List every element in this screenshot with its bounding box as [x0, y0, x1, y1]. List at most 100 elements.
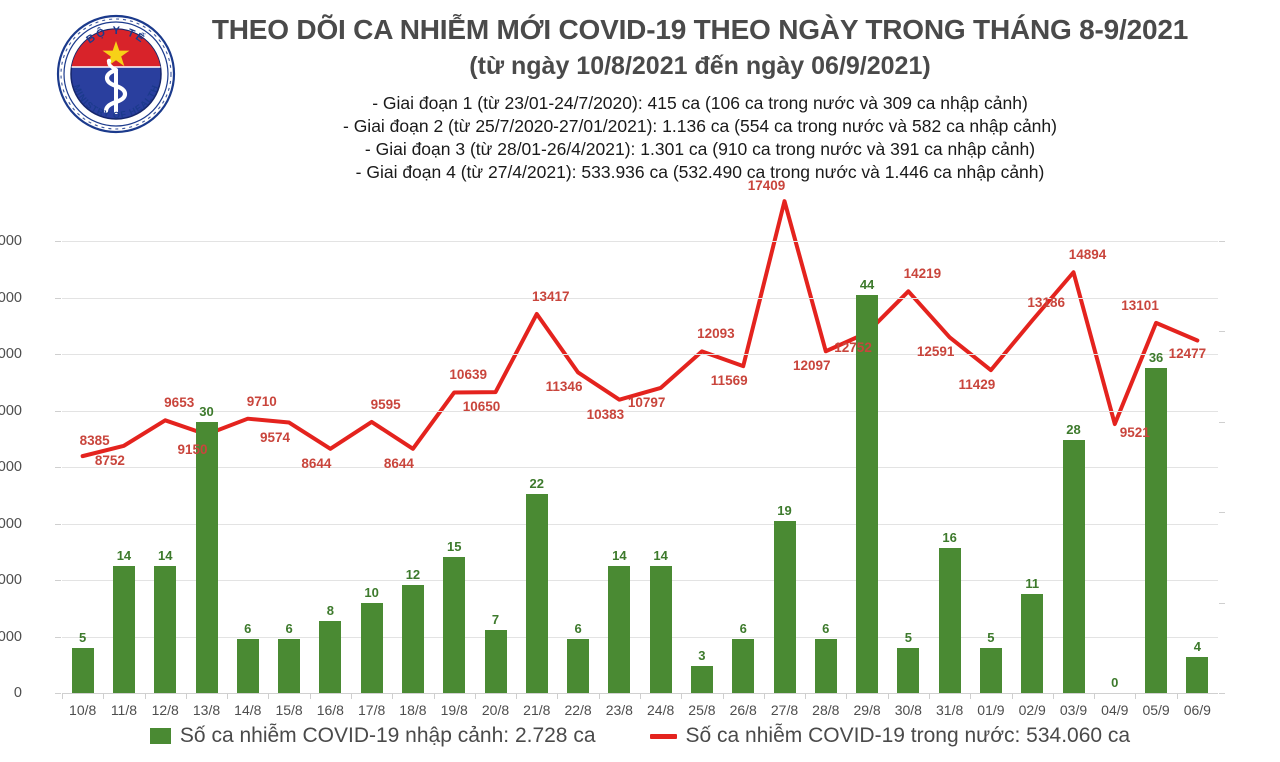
x-axis-tick-label: 10/8	[69, 702, 97, 718]
y-axis-right-tickmark	[1219, 331, 1225, 333]
y-axis-left-tickmark	[55, 636, 61, 638]
line-value-label: 11569	[710, 373, 748, 389]
y-axis-left-tick-label: 4000	[0, 572, 22, 588]
line-value-label: 11346	[545, 379, 583, 395]
legend-bar-swatch-icon	[149, 728, 171, 744]
x-axis-tick-label: 27/8	[770, 702, 799, 718]
bar-value-label: 6	[244, 620, 252, 636]
x-axis-tick-label: 29/8	[853, 702, 881, 718]
y-axis-left-tick-label: 12000	[0, 346, 22, 362]
x-axis-tickmark	[887, 693, 889, 699]
x-axis-tick-label: 17/8	[358, 702, 386, 718]
x-axis-tickmark	[1052, 693, 1054, 699]
x-axis-tickmark	[227, 693, 229, 699]
bar-imported-cases	[195, 421, 218, 693]
bar-value-label: 14	[157, 548, 173, 564]
line-value-label: 9710	[246, 393, 277, 409]
line-value-label: 14894	[1068, 247, 1107, 263]
bar-value-label: 5	[987, 629, 995, 645]
x-axis-tickmark	[392, 693, 394, 699]
title-block: THEO DÕI CA NHIỄM MỚI COVID-19 THEO NGÀY…	[190, 12, 1210, 83]
line-value-label: 10639	[449, 367, 487, 383]
line-value-label: 12477	[1168, 345, 1207, 361]
x-axis-tickmark	[681, 693, 683, 699]
x-axis-tickmark	[1011, 693, 1013, 699]
gridline	[62, 297, 1218, 299]
bar-imported-cases	[525, 494, 548, 693]
chart-canvas: 0 2000 4000 6000 8000 10000 12000 14000 16000 0 10…	[0, 179, 1280, 762]
bar-imported-cases	[112, 566, 135, 693]
bar-value-label: 14	[116, 548, 132, 564]
bar-value-label: 6	[739, 620, 747, 636]
x-axis-tick-label: 18/8	[399, 702, 427, 718]
x-axis-tickmark	[474, 693, 476, 699]
bar-imported-cases	[278, 638, 301, 693]
bar-imported-cases	[1021, 593, 1044, 693]
x-axis-tick-label: 14/8	[234, 702, 262, 718]
legend-domestic-label: Số ca nhiễm COVID-19 trong nước: 534.060…	[685, 724, 1131, 747]
x-axis-tick-label: 19/8	[440, 702, 468, 718]
phase-line-2: - Giai đoạn 2 (từ 25/7/2020-27/01/2021):…	[343, 116, 1057, 136]
line-value-label: 10797	[627, 394, 666, 410]
line-value-label: 10650	[462, 399, 501, 415]
y-axis-right-tickmark	[1219, 421, 1225, 423]
x-axis-tick-label: 26/8	[729, 702, 757, 718]
x-axis-tick-label: 15/8	[275, 702, 303, 718]
bar-imported-cases	[71, 647, 94, 693]
x-axis-tick-label: 02/9	[1018, 702, 1046, 718]
x-axis-tick-label: 24/8	[647, 702, 675, 718]
x-axis-tickmark	[557, 693, 559, 699]
line-value-label: 9574	[260, 429, 291, 445]
x-axis-tick-label: 12/8	[151, 702, 179, 718]
bar-value-label: 14	[612, 548, 627, 564]
y-axis-left-tickmark	[55, 410, 61, 412]
chart-header: BỘ Y TẾ MINISTRY OF HEALTH THEO DÕI CA N…	[0, 0, 1280, 200]
bar-imported-cases	[773, 521, 796, 693]
line-value-label: 8644	[383, 455, 414, 471]
x-axis-tick-label: 03/9	[1059, 702, 1088, 718]
y-axis-left-tickmark	[55, 523, 61, 525]
bar-imported-cases	[690, 665, 713, 693]
x-axis-tick-label: 13/8	[192, 702, 221, 718]
x-axis-tickmark	[144, 693, 146, 699]
y-axis-right-tickmark	[1219, 602, 1225, 604]
phase-summary-list: - Giai đoạn 1 (từ 23/01-24/7/2020): 415 …	[190, 92, 1210, 184]
x-axis-tickmark	[640, 693, 641, 699]
gridline	[62, 467, 1218, 468]
gridline	[62, 354, 1218, 355]
y-axis-left-tick-label: 0	[13, 685, 22, 701]
gridline	[62, 410, 1218, 412]
y-axis-left-tick-label: 6000	[0, 515, 22, 532]
x-axis-tickmark	[970, 693, 972, 699]
x-axis-tick-label: 20/8	[481, 702, 510, 718]
bar-value-label: 8	[326, 602, 334, 618]
x-axis-tick-label: 23/8	[605, 702, 633, 718]
bar-imported-cases	[1062, 439, 1085, 693]
line-value-label: 12093	[697, 326, 735, 342]
x-axis-tick-label: 25/8	[688, 702, 716, 718]
bar-imported-cases	[319, 620, 342, 693]
x-axis-tickmark	[846, 693, 848, 699]
x-axis-tick-label: 31/8	[936, 702, 964, 718]
bar-value-label: 6	[574, 620, 582, 636]
bar-imported-cases	[608, 566, 631, 693]
x-axis-tick-label: 28/8	[812, 702, 840, 718]
bar-imported-cases	[856, 295, 879, 693]
x-axis-tickmark	[351, 693, 352, 699]
bar-value-label: 0	[1111, 675, 1119, 690]
x-axis-tickmark	[1135, 693, 1137, 699]
y-axis-left-tickmark	[55, 297, 61, 299]
legend-imported-label: Số ca nhiễm COVID-19 nhập cảnh: 2.728 ca	[179, 724, 596, 747]
legend-item-domestic: Số ca nhiễm COVID-19 trong nước: 534.060…	[649, 724, 1131, 748]
y-axis-right-tickmark	[1219, 512, 1225, 514]
bar-value-label: 15	[446, 539, 462, 555]
bar-value-label: 3	[698, 647, 706, 663]
page-subtitle: (từ ngày 10/8/2021 đến ngày 06/9/2021)	[469, 52, 931, 80]
bar-value-label: 28	[1066, 421, 1081, 437]
bar-imported-cases	[938, 548, 961, 693]
x-axis-tickmark	[185, 693, 187, 699]
chart-legend: Số ca nhiễm COVID-19 nhập cảnh: 2.728 ca…	[0, 724, 1280, 748]
bar-imported-cases	[897, 647, 920, 693]
x-axis-tick-label: 05/9	[1142, 702, 1170, 718]
